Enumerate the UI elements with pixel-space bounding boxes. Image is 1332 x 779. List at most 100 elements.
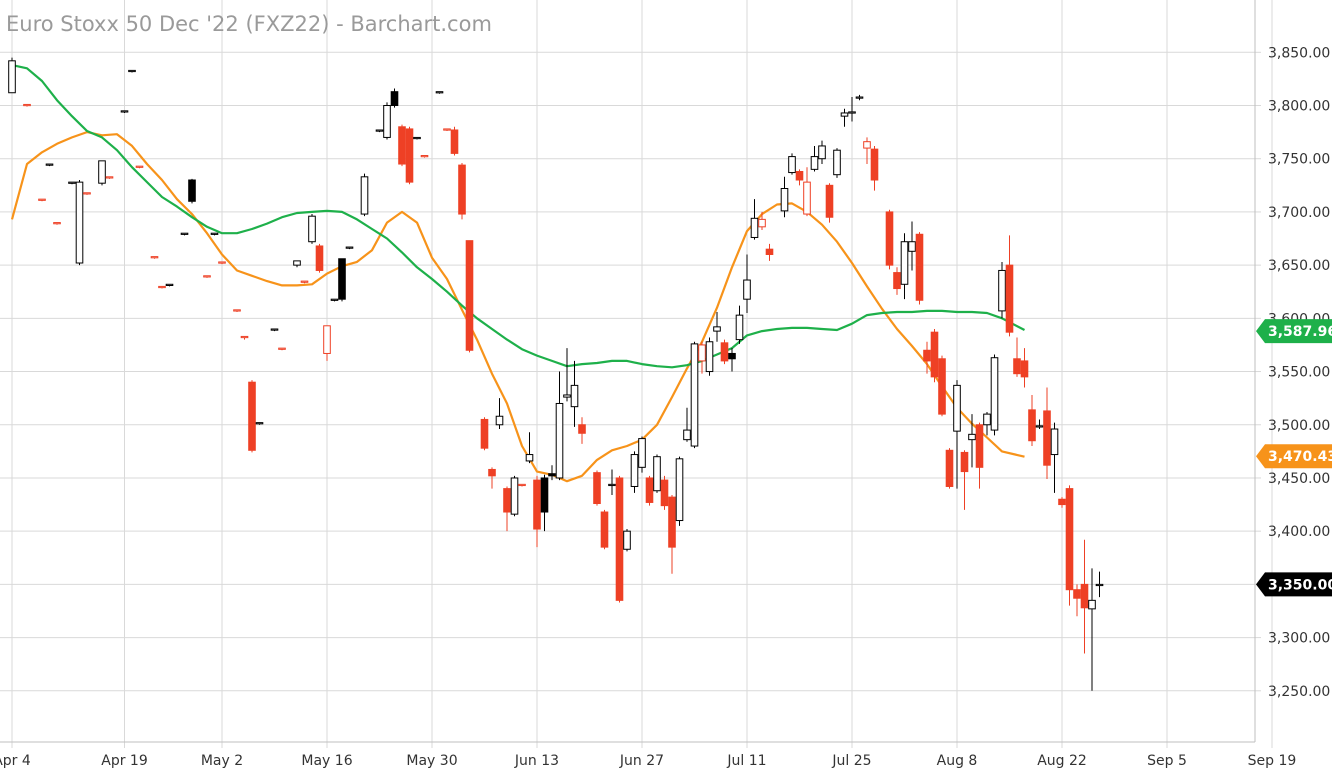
candle <box>1065 485 1074 606</box>
candle <box>435 91 444 94</box>
candle-body <box>510 477 519 515</box>
candle <box>248 380 256 453</box>
candle-body <box>810 156 819 170</box>
candle <box>458 162 466 220</box>
candle-body <box>705 341 714 373</box>
y-tick-label: 3,650.00 <box>1268 258 1330 274</box>
candle-body <box>623 530 631 550</box>
candle <box>638 436 646 473</box>
candle <box>968 414 976 468</box>
candle <box>150 256 159 259</box>
candle <box>383 102 391 140</box>
candle-body <box>563 394 571 398</box>
candle <box>53 222 61 225</box>
candle <box>255 422 264 425</box>
candle <box>308 214 316 244</box>
candle <box>293 260 301 268</box>
price-tag-ma-short-bg <box>1256 444 1332 469</box>
candle-body <box>458 164 466 215</box>
candle-body <box>990 357 999 431</box>
candle <box>653 454 661 493</box>
candle <box>38 198 46 202</box>
candle-body <box>608 483 616 487</box>
candle <box>945 448 954 489</box>
candle-body <box>945 449 954 487</box>
candle <box>218 261 226 265</box>
candle <box>990 354 999 436</box>
candle-body <box>900 241 909 285</box>
candle <box>750 199 759 240</box>
candle-body <box>518 483 526 487</box>
candle-body <box>180 232 189 235</box>
x-tick-label: Apr 19 <box>101 753 147 769</box>
x-tick-label: Sep 19 <box>1248 753 1297 769</box>
candle <box>420 155 429 158</box>
candle-body <box>788 156 796 174</box>
candle <box>75 180 84 266</box>
candle-body <box>23 103 31 107</box>
candle-body <box>360 176 369 215</box>
candle-body <box>638 438 646 468</box>
candle <box>240 335 249 340</box>
candle-body <box>398 126 406 165</box>
candle-body <box>53 222 61 225</box>
candle <box>338 258 346 302</box>
candle <box>720 339 729 365</box>
candle <box>1005 235 1014 337</box>
candle-body <box>83 192 91 195</box>
candle <box>998 261 1006 319</box>
candle <box>465 240 474 353</box>
candle-body <box>293 260 301 266</box>
candle-body <box>743 279 751 300</box>
x-tick-label: Jun 27 <box>619 753 664 769</box>
candle <box>885 209 894 270</box>
candle <box>780 176 789 218</box>
candle-body <box>698 344 706 362</box>
candle <box>870 145 879 191</box>
candle-body <box>525 454 534 462</box>
candle <box>893 267 901 295</box>
candle-body <box>405 128 414 183</box>
x-tick-label: Apr 4 <box>0 753 31 769</box>
price-tag-last-bg <box>1256 572 1332 597</box>
candle-body <box>420 155 429 158</box>
candle-body <box>780 188 789 212</box>
candle-body <box>105 176 114 179</box>
candle <box>188 178 196 204</box>
y-tick-label: 3,400.00 <box>1268 524 1330 540</box>
candle <box>210 232 219 236</box>
candle <box>323 325 331 361</box>
price-tag-last-text: 3,350.00 <box>1268 577 1332 593</box>
candle-body <box>150 256 159 259</box>
candle <box>495 398 504 430</box>
candle-body <box>75 181 84 264</box>
candle-body <box>870 148 879 181</box>
candle-body <box>885 211 894 266</box>
candle-body <box>1035 425 1044 428</box>
candle <box>960 450 969 510</box>
candle-body <box>968 433 976 441</box>
candle <box>390 88 399 108</box>
x-tick-label: Aug 22 <box>1037 753 1087 769</box>
candle-body <box>930 331 939 378</box>
candle <box>803 167 811 217</box>
candle-body <box>848 111 856 114</box>
candle-body <box>675 458 684 522</box>
candle-body <box>68 181 76 184</box>
candle-body <box>120 110 129 113</box>
candle-body <box>960 451 969 473</box>
candle <box>818 140 826 165</box>
candle-body <box>315 245 324 271</box>
candle-body <box>45 163 54 166</box>
candle-body <box>735 314 744 341</box>
candle-body <box>345 246 354 249</box>
candle <box>1080 539 1089 654</box>
candle-body <box>488 468 496 477</box>
candle-body <box>818 145 826 160</box>
candle-body <box>308 215 316 243</box>
candle-body <box>1065 488 1074 591</box>
ma-line-ma-short <box>10 131 1025 483</box>
candle-body <box>570 384 579 408</box>
